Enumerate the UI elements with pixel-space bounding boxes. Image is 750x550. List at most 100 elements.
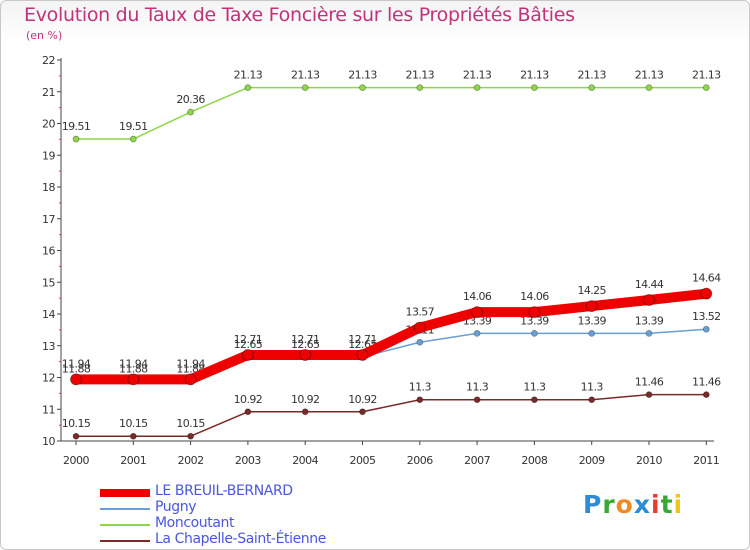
data-point — [301, 408, 309, 416]
legend-label: Pugny — [155, 499, 197, 515]
y-tick-label: 21 — [42, 86, 55, 99]
chart-title: Evolution du Taux de Taxe Foncière sur l… — [24, 4, 575, 26]
legend-swatch — [100, 508, 150, 510]
data-label: 10.15 — [119, 417, 148, 430]
brand-logo: Proxiti — [583, 490, 683, 519]
legend-swatch — [100, 524, 150, 526]
y-tick-label: 12 — [42, 372, 55, 385]
data-label: 14.25 — [577, 284, 606, 297]
data-label: 14.44 — [635, 278, 664, 291]
data-point — [473, 396, 481, 404]
legend-label: LE BREUIL-BERNARD — [155, 483, 293, 499]
data-point — [645, 84, 653, 92]
data-point — [129, 432, 137, 440]
data-label: 11.46 — [692, 376, 721, 389]
data-point — [72, 432, 80, 440]
series-line — [75, 393, 708, 437]
data-point — [588, 396, 596, 404]
data-label: 12.71 — [291, 333, 320, 346]
data-point — [187, 108, 195, 116]
data-label: 11.46 — [635, 376, 664, 389]
data-label: 11.94 — [119, 357, 148, 370]
data-label: 11.3 — [581, 381, 604, 394]
x-tick-label: 2002 — [178, 454, 204, 467]
brand-letter: i — [673, 490, 684, 519]
data-label: 21.13 — [234, 69, 263, 82]
x-tick-label: 2004 — [292, 454, 318, 467]
data-point — [473, 84, 481, 92]
x-tick-label: 2006 — [407, 454, 433, 467]
y-tick-label: 18 — [42, 181, 55, 194]
data-point — [416, 396, 424, 404]
legend-label: Moncoutant — [155, 515, 235, 531]
brand-letter: i — [651, 490, 661, 519]
data-label: 10.92 — [291, 393, 320, 406]
data-point — [413, 321, 426, 334]
data-point — [127, 373, 140, 386]
data-label: 21.13 — [291, 69, 320, 82]
data-label: 21.13 — [348, 69, 377, 82]
data-label: 12.65 — [234, 338, 263, 351]
data-label: 11.3 — [466, 381, 489, 394]
x-tick-label: 2001 — [120, 454, 146, 467]
legend-swatch — [100, 489, 150, 497]
data-label: 20.36 — [176, 93, 205, 106]
brand-letter: P — [583, 490, 603, 519]
data-label: 21.13 — [692, 69, 721, 82]
data-label: 12.71 — [348, 333, 377, 346]
line-chart: 10 11 12 13 14 15 16 17 18 19 20 21 22 2000 2001 2002 20… — [42, 54, 722, 467]
data-point — [702, 325, 710, 333]
series-line — [75, 86, 708, 140]
data-point — [301, 84, 309, 92]
data-label: 12.65 — [291, 338, 320, 351]
data-label: 11.88 — [62, 362, 91, 375]
data-point — [356, 348, 369, 361]
x-tick-label: 2003 — [235, 454, 261, 467]
data-point — [359, 84, 366, 92]
data-label: 14.06 — [520, 290, 549, 303]
data-point — [700, 287, 713, 300]
y-tick-label: 16 — [42, 245, 55, 258]
x-tick-label: 2009 — [579, 454, 605, 467]
y-tick-label: 15 — [42, 276, 55, 289]
data-point — [244, 408, 252, 416]
data-label: 11.94 — [176, 357, 205, 370]
data-label: 13.39 — [520, 314, 549, 327]
x-tick-label: 2011 — [693, 454, 719, 467]
data-point — [585, 300, 598, 313]
y-tick-label: 17 — [42, 213, 55, 226]
data-label: 11.3 — [523, 381, 546, 394]
data-label: 21.13 — [635, 69, 664, 82]
y-tick-label: 10 — [42, 435, 55, 448]
data-label: 10.92 — [348, 393, 377, 406]
legend-swatch — [100, 540, 150, 542]
data-label: 14.64 — [692, 272, 721, 285]
y-tick-label: 11 — [42, 403, 55, 416]
data-point — [702, 84, 710, 92]
data-point — [588, 329, 596, 337]
y-tick-label: 14 — [42, 308, 55, 321]
data-point — [702, 391, 710, 399]
data-label: 13.52 — [692, 310, 721, 323]
x-tick-label: 2000 — [63, 454, 89, 467]
y-tick-label: 22 — [42, 54, 55, 67]
data-point — [70, 373, 82, 386]
data-point — [531, 396, 538, 404]
data-point — [129, 135, 137, 143]
data-label: 21.13 — [406, 69, 435, 82]
data-point — [471, 306, 484, 319]
data-point — [588, 84, 596, 92]
data-point — [241, 348, 254, 361]
data-label: 19.51 — [119, 120, 148, 133]
data-label: 13.39 — [577, 314, 606, 327]
y-tick-label: 13 — [42, 340, 55, 353]
data-label: 14.06 — [463, 290, 492, 303]
brand-letter: r — [602, 490, 616, 519]
data-point — [299, 348, 312, 361]
data-point — [473, 329, 481, 337]
data-label: 19.51 — [62, 120, 91, 133]
data-label: 10.15 — [62, 417, 91, 430]
data-point — [244, 84, 252, 92]
x-tick-label: 2007 — [464, 454, 490, 467]
